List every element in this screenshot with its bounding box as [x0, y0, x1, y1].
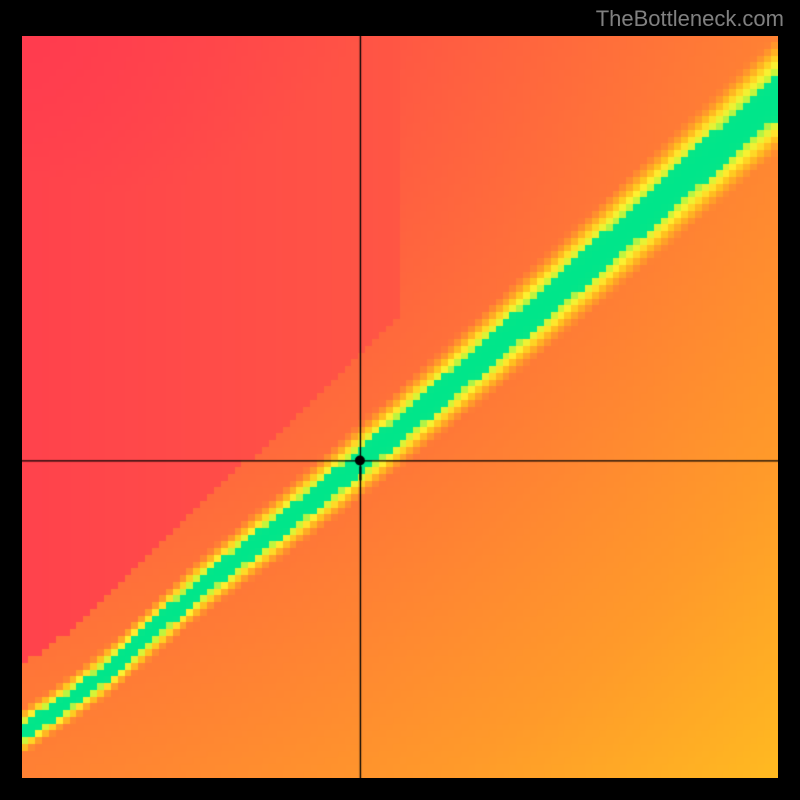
- watermark-label: TheBottleneck.com: [596, 6, 784, 32]
- plot-area: [22, 36, 778, 778]
- heatmap-canvas: [22, 36, 778, 778]
- chart-container: TheBottleneck.com: [0, 0, 800, 800]
